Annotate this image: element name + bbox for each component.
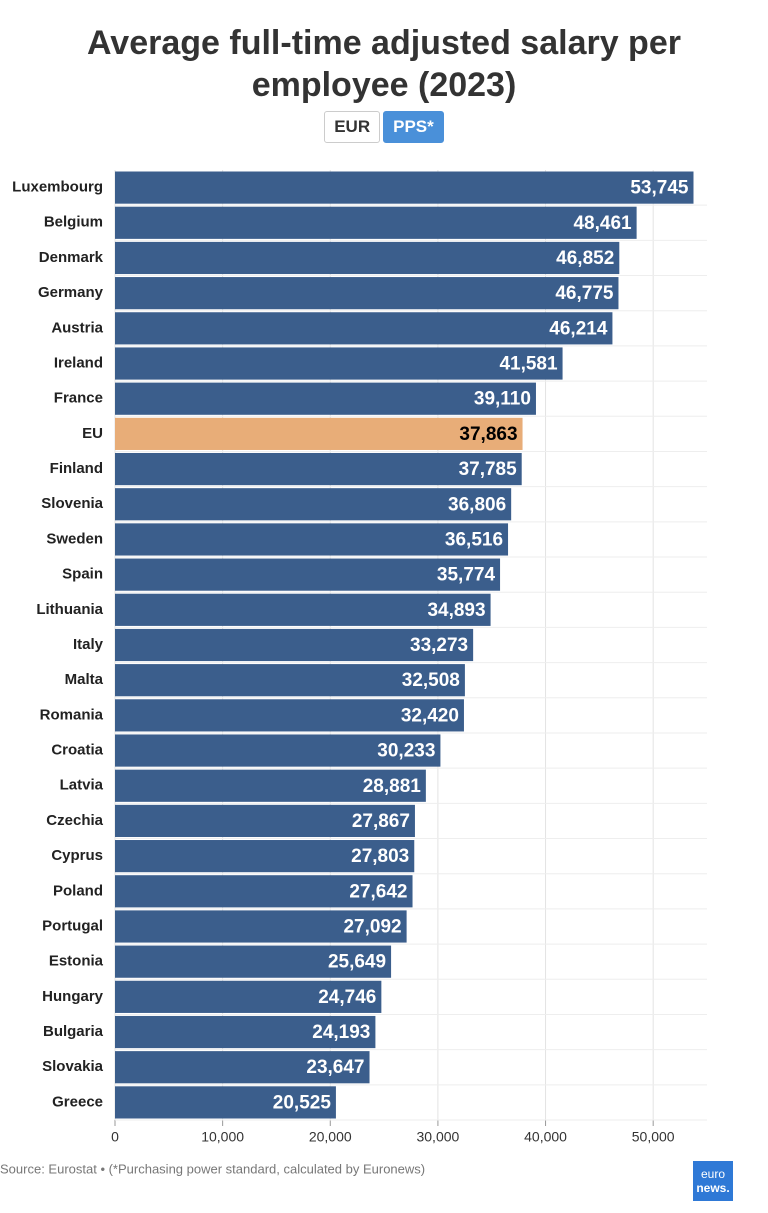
- bar: [115, 1015, 376, 1049]
- bar: [115, 699, 464, 732]
- value-label: 23,647: [306, 1057, 364, 1078]
- y-tick-label: EU: [82, 425, 103, 442]
- bar: [115, 1051, 370, 1084]
- bar: [115, 488, 512, 521]
- bar: [115, 734, 441, 767]
- value-label: 32,420: [401, 705, 459, 726]
- bar: [115, 840, 415, 873]
- bar: [115, 558, 501, 591]
- value-label: 48,461: [573, 213, 632, 234]
- value-label: 28,881: [363, 776, 422, 797]
- value-label: 27,642: [349, 881, 407, 902]
- value-label: 46,214: [549, 318, 608, 339]
- y-tick-label: Slovenia: [41, 495, 103, 512]
- y-tick-label: Romania: [40, 706, 104, 723]
- value-label: 20,525: [273, 1092, 332, 1113]
- y-tick-label: Estonia: [49, 953, 104, 970]
- y-tick-label: Malta: [65, 671, 104, 688]
- y-tick-label: Germany: [38, 284, 104, 301]
- bar: [115, 980, 382, 1013]
- value-label: 46,775: [555, 283, 614, 304]
- y-tick-label: Latvia: [60, 777, 104, 794]
- value-label: 25,649: [328, 952, 386, 973]
- y-tick-label: France: [54, 390, 103, 407]
- bar: [115, 628, 474, 662]
- toggle-button[interactable]: EUR: [324, 111, 381, 143]
- y-tick-label: Austria: [51, 319, 103, 336]
- y-tick-label: Hungary: [42, 988, 104, 1005]
- value-label: 35,774: [437, 565, 496, 586]
- bar: [115, 664, 465, 697]
- source-note: Source: Eurostat • (*Purchasing power st…: [0, 1161, 425, 1176]
- y-tick-label: Ireland: [54, 354, 103, 371]
- x-tick-label: 40,000: [524, 1129, 567, 1145]
- bar: [115, 206, 637, 239]
- y-tick-label: Greece: [52, 1093, 103, 1110]
- x-tick-label: 0: [111, 1129, 119, 1145]
- bar: [115, 523, 509, 556]
- value-label: 37,863: [459, 424, 517, 445]
- y-tick-label: Bulgaria: [43, 1023, 104, 1040]
- y-tick-label: Croatia: [51, 742, 103, 759]
- bar: [115, 241, 620, 275]
- x-tick-label: 20,000: [309, 1129, 352, 1145]
- value-label: 30,233: [377, 741, 435, 762]
- y-tick-label: Denmark: [39, 249, 104, 266]
- value-label: 37,785: [459, 459, 518, 480]
- bar: [115, 347, 563, 380]
- y-tick-label: Poland: [53, 882, 103, 899]
- value-label: 41,581: [499, 354, 558, 375]
- logo-text: euro: [701, 1167, 725, 1181]
- logo-text: news.: [696, 1181, 729, 1195]
- bar: [115, 417, 523, 450]
- value-label: 27,803: [351, 846, 409, 867]
- logo-box: [693, 1161, 733, 1201]
- y-tick-label: Belgium: [44, 214, 103, 231]
- bar: [115, 382, 536, 415]
- bar: [115, 593, 491, 626]
- value-label: 24,193: [312, 1022, 370, 1043]
- y-tick-label: Finland: [50, 460, 103, 477]
- value-label: 39,110: [474, 389, 531, 410]
- bar: [115, 277, 619, 310]
- value-label: 27,092: [343, 916, 401, 937]
- y-tick-label: Portugal: [42, 917, 103, 934]
- value-label: 24,746: [318, 987, 376, 1008]
- bar: [115, 1086, 336, 1119]
- value-label: 53,745: [630, 178, 689, 199]
- bar: [115, 945, 392, 978]
- x-tick-label: 30,000: [416, 1129, 459, 1145]
- bar: [115, 804, 415, 838]
- value-label: 34,893: [427, 600, 485, 621]
- x-tick-label: 10,000: [201, 1129, 244, 1145]
- value-label: 27,867: [352, 811, 410, 832]
- value-label: 33,273: [410, 635, 468, 656]
- value-label: 46,852: [556, 248, 614, 269]
- bar: [115, 875, 413, 908]
- toggle-button[interactable]: PPS*: [383, 111, 444, 143]
- bar: [115, 312, 613, 345]
- bar: [115, 452, 522, 486]
- bar: [115, 171, 694, 204]
- y-tick-label: Italy: [73, 636, 104, 653]
- value-label: 32,508: [402, 670, 460, 691]
- chart-title: Average full-time adjusted salary per em…: [87, 24, 681, 104]
- y-tick-label: Spain: [62, 566, 103, 583]
- y-tick-label: Luxembourg: [12, 179, 103, 196]
- y-tick-label: Sweden: [46, 530, 103, 547]
- y-tick-label: Cyprus: [51, 847, 103, 864]
- bar: [115, 910, 407, 943]
- bar: [115, 769, 426, 802]
- y-tick-label: Slovakia: [42, 1058, 104, 1075]
- y-tick-label: Lithuania: [36, 601, 103, 618]
- value-label: 36,516: [445, 529, 503, 550]
- toggle-group: EUR PPS*: [0, 111, 768, 143]
- value-label: 36,806: [448, 494, 506, 515]
- x-tick-label: 50,000: [632, 1129, 675, 1145]
- y-tick-label: Czechia: [46, 812, 103, 829]
